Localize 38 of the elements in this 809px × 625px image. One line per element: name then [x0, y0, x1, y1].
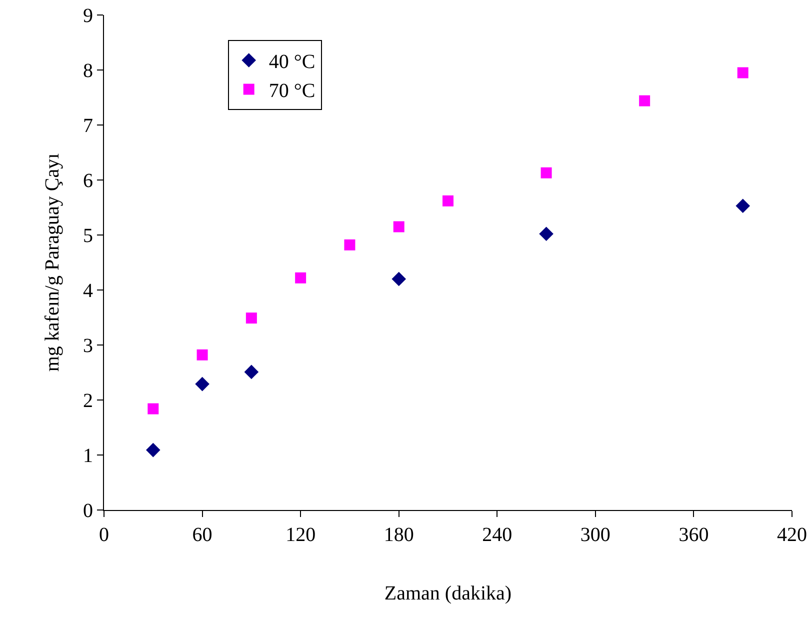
x-tick-label: 240	[482, 524, 512, 546]
y-tick-label: 1	[83, 445, 93, 467]
x-tick-label: 300	[580, 524, 610, 546]
y-tick-label: 3	[83, 335, 93, 357]
y-axis-title: mg kafeın/g Paraguay Çayı	[42, 152, 64, 372]
x-axis-title: Zaman (dakika)	[384, 582, 512, 604]
point	[393, 221, 404, 232]
point	[148, 403, 159, 414]
point	[195, 376, 210, 392]
y-tick-label: 4	[83, 280, 93, 302]
x-tick-label: 180	[384, 524, 414, 546]
point	[737, 67, 748, 78]
point	[295, 272, 306, 284]
x-tick-label: 360	[678, 524, 709, 546]
x-tick-label: 120	[286, 524, 316, 546]
point	[639, 95, 650, 106]
x-tick-label: 0	[99, 524, 109, 546]
point	[246, 312, 257, 324]
point	[539, 226, 554, 242]
y-tick-label: 8	[83, 60, 93, 82]
legend-label: 40 °C	[268, 51, 316, 74]
point	[146, 442, 160, 458]
y-tick-label: 0	[83, 500, 93, 522]
x-tick-label: 420	[777, 524, 807, 546]
point	[344, 239, 356, 250]
point	[540, 167, 552, 178]
point	[736, 198, 750, 213]
point	[442, 195, 454, 206]
y-tick-label: 6	[83, 170, 93, 192]
y-tick-label: 2	[83, 390, 93, 412]
point	[196, 349, 208, 360]
legend-label: 70 °C	[268, 80, 316, 102]
y-tick-label: 9	[83, 5, 93, 27]
x-tick-label: 60	[192, 524, 212, 546]
y-tick-label: 7	[83, 115, 93, 137]
y-tick-label: 5	[83, 225, 93, 247]
point	[244, 364, 259, 380]
point	[392, 272, 406, 286]
